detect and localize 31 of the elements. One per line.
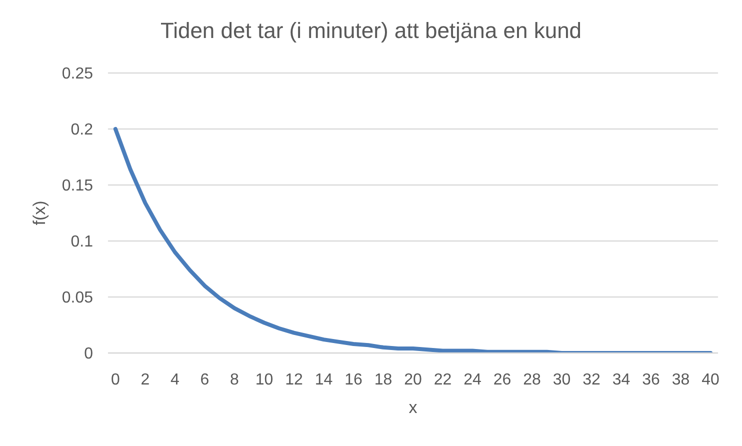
y-tick-label: 0.25 <box>62 66 94 83</box>
x-tick-label: 28 <box>523 371 542 388</box>
y-tick-label: 0 <box>84 346 94 363</box>
x-tick-label: 18 <box>374 371 392 388</box>
x-tick-label: 22 <box>434 371 452 388</box>
x-tick-label: 26 <box>493 371 512 388</box>
x-tick-label: 40 <box>702 371 720 388</box>
x-tick-label: 6 <box>200 371 210 388</box>
chart-title: Tiden det tar (i minuter) att betjäna en kund <box>159 18 583 44</box>
x-tick-label: 14 <box>314 371 333 388</box>
x-tick-label: 2 <box>140 371 150 388</box>
y-tick-label: 0.2 <box>70 122 94 139</box>
y-tick-label: 0.05 <box>62 290 94 307</box>
x-tick-label: 36 <box>642 371 660 388</box>
y-tick-label: 0.15 <box>62 178 94 195</box>
line-series <box>113 127 713 353</box>
x-axis-title: x <box>408 398 418 418</box>
x-tick-label: 10 <box>255 371 274 388</box>
x-tick-label: 30 <box>552 371 571 388</box>
y-tick-label: 0.1 <box>70 234 94 251</box>
x-tick-label: 16 <box>344 371 362 388</box>
x-tick-label: 0 <box>110 371 120 388</box>
x-tick-label: 12 <box>285 371 303 388</box>
x-tick-label: 32 <box>582 371 601 388</box>
x-tick-label: 38 <box>672 371 690 388</box>
x-tick-label: 8 <box>230 371 240 388</box>
x-tick-label: 34 <box>612 371 630 388</box>
x-tick-label: 4 <box>170 371 180 388</box>
x-tick-label: 20 <box>404 371 422 388</box>
y-axis-title: f(x) <box>30 200 50 226</box>
x-tick-label: 24 <box>464 371 482 388</box>
